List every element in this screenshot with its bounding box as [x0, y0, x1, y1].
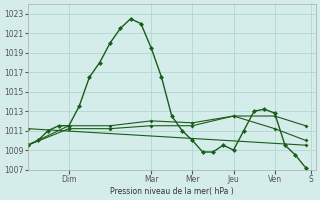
X-axis label: Pression niveau de la mer( hPa ): Pression niveau de la mer( hPa )	[110, 187, 234, 196]
